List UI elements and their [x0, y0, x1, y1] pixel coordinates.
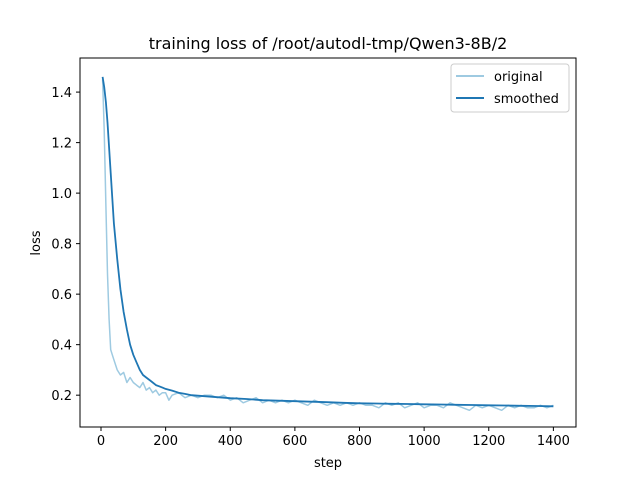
y-tick-label: 0.4 [51, 339, 72, 354]
y-axis: 0.2 0.4 0.6 0.8 1.0 1.2 1.4 [51, 86, 80, 404]
x-tick-label: 800 [347, 434, 372, 449]
legend-label-original: original [494, 70, 543, 85]
axes-frame [79, 57, 577, 428]
y-tick-label: 0.2 [51, 389, 72, 404]
x-axis: 0 200 400 600 800 1000 1200 1400 [97, 427, 570, 449]
x-tick-label: 0 [97, 434, 105, 449]
y-tick-label: 0.8 [51, 238, 72, 253]
legend: original smoothed [450, 63, 570, 113]
legend-label-smoothed: smoothed [494, 92, 559, 107]
series-line-smoothed [101, 76, 554, 408]
x-tick-label: 1000 [408, 434, 441, 449]
x-tick-label: 1200 [472, 434, 505, 449]
x-axis-title: step [314, 456, 342, 471]
x-tick-label: 200 [153, 434, 178, 449]
y-axis-title: loss [29, 230, 44, 255]
y-tick-label: 0.6 [51, 288, 72, 303]
x-tick-label: 600 [282, 434, 307, 449]
x-tick-label: 1400 [537, 434, 570, 449]
y-tick-label: 1.2 [51, 137, 72, 152]
chart-title: training loss of /root/autodl-tmp/Qwen3-… [149, 34, 508, 53]
y-tick-label: 1.0 [51, 187, 72, 202]
y-tick-label: 1.4 [51, 86, 72, 101]
plot-area [101, 76, 554, 412]
x-tick-label: 400 [218, 434, 243, 449]
